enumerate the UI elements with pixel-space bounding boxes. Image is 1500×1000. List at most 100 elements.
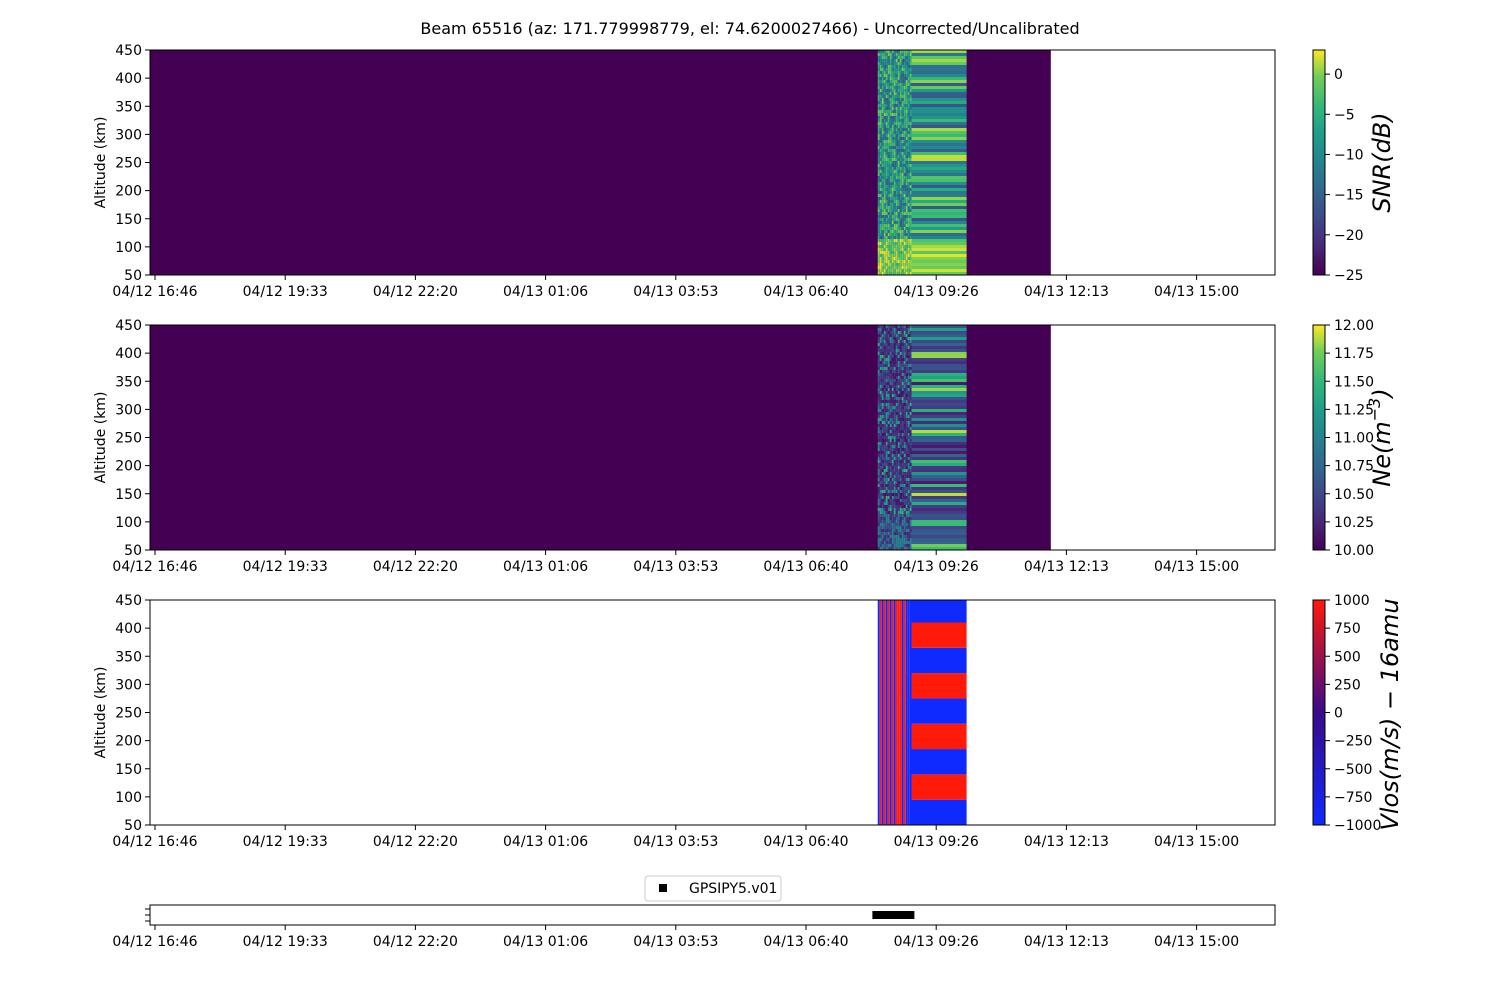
x-tick-label: 04/12 22:20 (373, 934, 458, 950)
heatmap-cell (877, 334, 880, 337)
heatmap-cell (899, 71, 902, 74)
heatmap-cell (911, 484, 967, 487)
heatmap-cell (911, 340, 967, 343)
heatmap-cell (907, 454, 910, 457)
heatmap-cell (887, 218, 890, 221)
heatmap-cell (905, 409, 908, 412)
heatmap-cell (909, 221, 912, 224)
heatmap-cell (907, 460, 910, 463)
heatmap-cell (899, 269, 902, 272)
heatmap-cell (907, 325, 910, 328)
heatmap-cell (893, 484, 896, 487)
heatmap-cell (897, 484, 900, 487)
heatmap-cell (881, 403, 884, 406)
heatmap-cell (907, 370, 910, 373)
heatmap-cell (897, 331, 900, 334)
heatmap-cell (881, 547, 884, 550)
heatmap-cell (889, 427, 892, 430)
heatmap-cell (903, 436, 906, 439)
heatmap-cell (881, 544, 884, 547)
heatmap-cell (901, 439, 904, 442)
heatmap-cell (883, 236, 886, 239)
heatmap-cell (911, 194, 967, 197)
heatmap-cell (901, 487, 904, 490)
heatmap-cell (887, 125, 890, 128)
heatmap-cell (881, 334, 884, 337)
heatmap-cell (893, 418, 896, 421)
heatmap-cell (885, 71, 888, 74)
heatmap-cell (897, 218, 900, 221)
heatmap-cell (901, 116, 904, 119)
heatmap-cell (881, 478, 884, 481)
heatmap-cell (895, 457, 898, 460)
heatmap-cell (911, 388, 967, 391)
heatmap-cell (887, 541, 890, 544)
heatmap-cell (879, 101, 882, 104)
heatmap-cell (905, 532, 908, 535)
heatmap-cell (909, 379, 912, 382)
heatmap-cell (905, 167, 908, 170)
heatmap-cell (905, 403, 908, 406)
heatmap-cell (903, 343, 906, 346)
heatmap-cell (889, 463, 892, 466)
heatmap-cell (907, 328, 910, 331)
heatmap-cell (877, 167, 880, 170)
heatmap-cell (897, 86, 900, 89)
heatmap-cell (895, 517, 898, 520)
heatmap-cell (897, 65, 900, 68)
heatmap-cell (881, 143, 884, 146)
heatmap-cell (909, 445, 912, 448)
heatmap-cell (895, 242, 898, 245)
heatmap-cell (899, 224, 902, 227)
heatmap-cell (907, 427, 910, 430)
heatmap-cell (893, 194, 896, 197)
heatmap-cell (885, 227, 888, 230)
heatmap-cell (891, 349, 894, 352)
heatmap-cell (891, 182, 894, 185)
heatmap-cell (887, 242, 890, 245)
heatmap-cell (907, 200, 910, 203)
heatmap-cell (895, 481, 898, 484)
heatmap-cell (893, 451, 896, 454)
heatmap-cell (901, 370, 904, 373)
heatmap-cell (895, 119, 898, 122)
heatmap-cell (885, 424, 888, 427)
heatmap-cell (907, 475, 910, 478)
heatmap-cell (909, 128, 912, 131)
heatmap-cell (909, 104, 912, 107)
heatmap-cell (881, 328, 884, 331)
heatmap-cell (885, 346, 888, 349)
y-tick-label: 100 (115, 515, 142, 531)
heatmap-cell (893, 266, 896, 269)
heatmap-cell (877, 445, 880, 448)
heatmap-cell (909, 257, 912, 260)
heatmap-cell (893, 448, 896, 451)
heatmap-cell (889, 379, 892, 382)
heatmap-cell (905, 266, 908, 269)
x-tick-label: 04/13 01:06 (503, 284, 588, 300)
heatmap-cell (909, 418, 912, 421)
heatmap-cell (881, 340, 884, 343)
heatmap-cell (899, 182, 902, 185)
heatmap-cell (887, 325, 890, 328)
heatmap-cell (895, 263, 898, 266)
heatmap-cell (887, 98, 890, 101)
heatmap-cell (881, 484, 884, 487)
heatmap-cell (887, 334, 890, 337)
heatmap-cell (877, 457, 880, 460)
heatmap-cell (897, 535, 900, 538)
heatmap-cell (899, 382, 902, 385)
heatmap-cell (905, 161, 908, 164)
heatmap-cell (893, 481, 896, 484)
heatmap-cell (899, 391, 902, 394)
heatmap-cell (881, 451, 884, 454)
heatmap-cell (881, 406, 884, 409)
heatmap-cell (883, 364, 886, 367)
heatmap-cell (897, 538, 900, 541)
heatmap-cell (905, 463, 908, 466)
heatmap-cell (901, 451, 904, 454)
heatmap-cell (889, 50, 892, 53)
heatmap-cell (901, 209, 904, 212)
heatmap-cell (891, 364, 894, 367)
heatmap-cell (899, 257, 902, 260)
